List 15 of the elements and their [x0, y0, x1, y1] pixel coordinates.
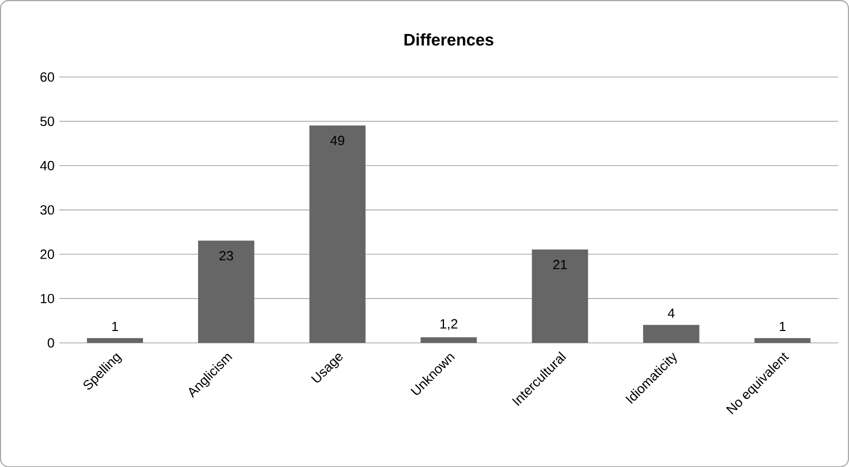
- y-tick-label: 0: [48, 338, 54, 348]
- y-tick-label: 60: [40, 72, 54, 82]
- y-tick-label: 20: [40, 249, 54, 259]
- y-tick-label: 10: [40, 294, 54, 304]
- chart-title: Differences: [404, 33, 494, 46]
- data-label: 1: [112, 322, 118, 331]
- data-label: 23: [219, 250, 234, 260]
- data-label: 21: [553, 260, 567, 269]
- data-label: 4: [668, 308, 675, 318]
- data-label: 1: [780, 322, 786, 331]
- data-label: 1,2: [440, 319, 458, 330]
- y-tick-label: 30: [40, 205, 54, 214]
- y-tick-label: 40: [40, 160, 54, 170]
- y-tick-label: 50: [40, 116, 54, 126]
- data-label: 49: [330, 136, 344, 146]
